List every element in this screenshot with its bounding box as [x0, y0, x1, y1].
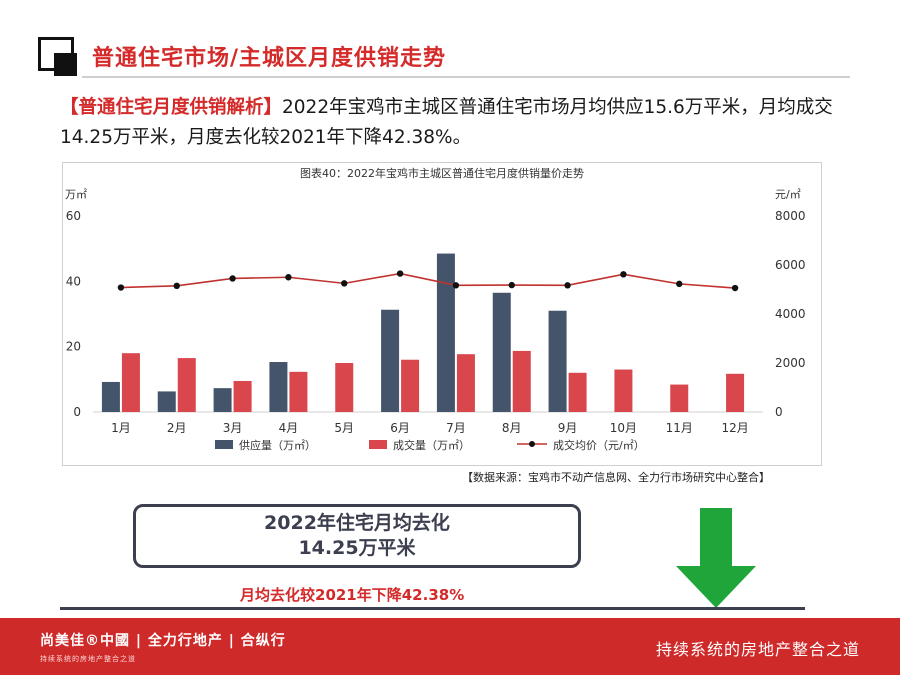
bar-supply: [269, 362, 288, 412]
x-tick-label: 10月: [610, 421, 637, 435]
bar-sales: [456, 354, 475, 412]
price-point: [452, 282, 460, 289]
bar-supply: [381, 309, 400, 412]
x-tick-label: 12月: [721, 421, 748, 435]
base-divider: [60, 607, 805, 610]
y-left-unit: 万㎡: [65, 188, 87, 201]
bar-sales: [401, 359, 420, 412]
y-right-tick-label: 8000: [775, 209, 806, 223]
chart-frame: 图表40：2022年宝鸡市主城区普通住宅月度供销量价走势万㎡ 元/㎡ 0 20 40 60…: [62, 162, 822, 466]
y-left-tick-label: 0: [73, 405, 81, 419]
price-point: [564, 282, 571, 289]
bar-supply: [213, 388, 232, 412]
y-right-tick-label: 6000: [775, 258, 806, 272]
bar-sales: [614, 369, 633, 412]
x-tick-label: 8月: [502, 421, 522, 435]
chart-title: 图表40：2022年宝鸡市主城区普通住宅月度供销量价走势: [300, 166, 584, 180]
x-tick-label: 1月: [111, 421, 131, 435]
y-right-unit: 元/㎡: [775, 188, 801, 201]
legend-label-price: 成交均价（元/㎡）: [553, 438, 645, 452]
logo-mark: [38, 37, 77, 76]
legend-swatch-supply: [215, 440, 233, 449]
x-tick-label: 5月: [334, 421, 354, 435]
y-right-tick-label: 4000: [775, 307, 806, 321]
y-right-tick-label: 2000: [775, 356, 806, 370]
price-point: [620, 271, 627, 278]
x-tick-label: 3月: [223, 421, 243, 435]
y-left-tick-label: 20: [66, 340, 81, 354]
price-line: [120, 272, 736, 289]
y-left-tick-label: 60: [66, 209, 81, 223]
y-right-tick-label: 0: [775, 405, 783, 419]
page-title: 普通住宅市场/主城区月度供销走势: [92, 46, 447, 71]
price-point: [731, 284, 739, 292]
x-tick-label: 6月: [390, 421, 410, 435]
bar-supply: [548, 310, 567, 412]
y-left-tick-label: 40: [66, 274, 81, 288]
bar-supply: [436, 253, 455, 412]
price-point: [173, 282, 180, 290]
decline-note: 月均去化较2021年下降42.38%: [240, 586, 465, 604]
bar-sales: [335, 363, 354, 412]
x-tick-label: 9月: [558, 421, 578, 435]
lead-text: 2022年宝鸡市主城区普通住宅市场月均供应15.6万平米，月均成交14.25万平…: [60, 97, 833, 148]
summary-line-2: 14.25万平米: [298, 537, 416, 559]
lead-paragraph: 【普通住宅月度供销解析】2022年宝鸡市主城区普通住宅市场月均供应15.6万平米…: [60, 93, 850, 153]
summary-box: 2022年住宅月均去化 14.25万平米: [133, 504, 581, 568]
summary-line-1: 2022年住宅月均去化: [264, 512, 450, 534]
bar-sales: [670, 384, 689, 412]
bar-sales: [568, 372, 587, 412]
bar-sales: [726, 373, 745, 412]
x-tick-label: 7月: [446, 421, 466, 435]
price-point: [229, 275, 236, 282]
price-point: [285, 274, 292, 281]
legend-swatch-sales: [369, 440, 387, 449]
lead-highlight: 【普通住宅月度供销解析】: [60, 97, 283, 118]
bar-sales: [121, 353, 140, 412]
x-tick-label: 2月: [167, 421, 187, 435]
bar-sales: [289, 371, 308, 412]
legend-point-price: [529, 441, 535, 447]
x-tick-label: 4月: [279, 421, 299, 435]
title-divider: [82, 76, 850, 78]
price-point: [508, 281, 515, 289]
down-arrow-icon: [676, 508, 756, 608]
bar-supply: [492, 292, 511, 412]
bar-supply: [101, 381, 120, 412]
footer-brand: 尚美佳®中國 | 全力行地产 | 合纵行: [40, 633, 286, 649]
bar-sales: [177, 358, 196, 412]
price-point: [117, 284, 125, 291]
x-tick-label: 11月: [666, 421, 693, 435]
footer-brand-sub: 持续系统的房地产整合之道: [40, 655, 136, 663]
bar-sales: [512, 350, 531, 412]
price-point: [676, 280, 683, 288]
footer-bar: 尚美佳®中國 | 全力行地产 | 合纵行 持续系统的房地产整合之道 持续系统的房…: [0, 618, 900, 675]
bar-supply: [157, 391, 176, 412]
price-point: [396, 270, 404, 277]
price-point: [341, 280, 348, 287]
footer-slogan: 持续系统的房地产整合之道: [655, 640, 860, 659]
bar-sales: [233, 380, 252, 412]
data-source-note: 【数据来源：宝鸡市不动产信息网、全力行市场研究中心整合】: [462, 471, 770, 484]
legend-label-supply: 供应量（万㎡）: [239, 438, 316, 452]
legend-label-sales: 成交量（万㎡）: [393, 438, 470, 452]
